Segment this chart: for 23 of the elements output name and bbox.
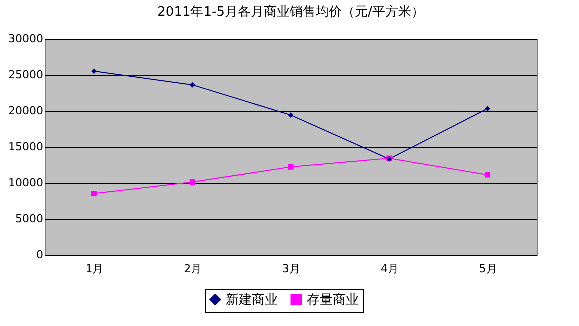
y-tick-label: 20000 — [8, 104, 44, 118]
point — [485, 106, 491, 112]
y-tick-label: 30000 — [8, 32, 44, 46]
y-tick-label: 25000 — [8, 68, 44, 82]
point — [288, 164, 294, 170]
point — [190, 82, 196, 88]
chart-title: 2011年1-5月各月商业销售均价（元/平方米） — [158, 4, 424, 20]
x-tick-label: 1月 — [86, 262, 104, 276]
point — [91, 191, 97, 197]
y-tick-label: 15000 — [8, 140, 44, 154]
x-tick-label: 4月 — [380, 262, 399, 276]
legend-label: 存量商业 — [307, 292, 359, 308]
x-tick-label: 2月 — [184, 262, 202, 276]
y-tick-label: 5000 — [16, 212, 44, 226]
point — [288, 112, 294, 118]
point — [485, 172, 491, 178]
legend-label: 新建商业 — [226, 292, 278, 308]
x-tick-label: 3月 — [282, 262, 300, 276]
point — [91, 68, 97, 74]
x-tick-label: 5月 — [479, 262, 498, 276]
y-tick-label: 0 — [36, 248, 44, 262]
point — [190, 180, 196, 186]
y-tick-label: 10000 — [8, 176, 44, 190]
